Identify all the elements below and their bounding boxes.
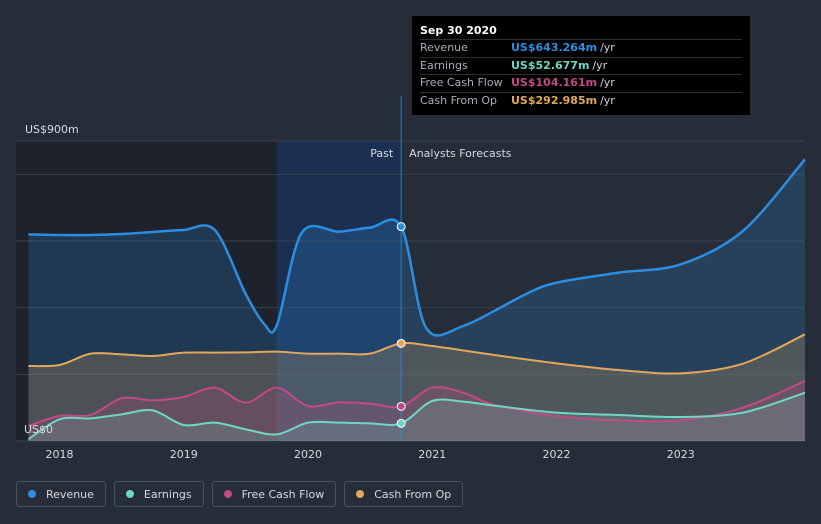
past-label: Past [370, 147, 394, 160]
x-tick-label: 2021 [418, 448, 446, 461]
y-axis-max-label: US$900m [25, 123, 79, 136]
tooltip-row-revenue: Revenue US$643.264m /yr [420, 39, 742, 57]
area-earnings [28, 392, 806, 441]
x-tick-label: 2023 [667, 448, 695, 461]
highlight-band [276, 141, 402, 441]
tooltip-value: US$292.985m [511, 93, 598, 107]
x-tick-label: 2022 [542, 448, 570, 461]
tooltip-value: US$52.677m [511, 58, 590, 72]
series-line-cfo [28, 333, 806, 375]
legend-item-cash-from-op[interactable]: Cash From Op [344, 481, 464, 507]
legend-label: Earnings [143, 487, 192, 501]
x-tick-label: 2019 [170, 448, 198, 461]
legend-label: Revenue [46, 487, 94, 501]
tooltip-row-free-cash-flow: Free Cash Flow US$104.161m /yr [420, 74, 742, 92]
legend-dot-icon [28, 490, 36, 498]
series-line-fcf [28, 380, 806, 427]
legend-item-revenue[interactable]: Revenue [16, 481, 106, 507]
tooltip-unit: /yr [592, 58, 608, 72]
marker-cfo [396, 338, 406, 348]
legend-label: Free Cash Flow [241, 487, 325, 501]
tooltip-label: Cash From Op [420, 93, 498, 107]
marker-fcf [396, 401, 406, 411]
tooltip-row-earnings: Earnings US$52.677m /yr [420, 56, 742, 75]
legend-label: Cash From Op [374, 487, 452, 501]
tooltip-date: Sep 30 2020 [420, 24, 497, 37]
tooltip-label: Revenue [420, 41, 468, 54]
tooltip-unit: /yr [600, 76, 615, 89]
legend-dot-icon [125, 490, 134, 498]
tooltip-row-cash-from-op: Cash From Op US$292.985m /yr [420, 91, 742, 110]
legend-dot-icon [356, 490, 365, 498]
legend-dot-icon [223, 490, 232, 498]
tooltip-label: Earnings [420, 58, 468, 72]
tooltip-unit: /yr [600, 93, 615, 107]
series-line-earnings [27, 391, 806, 441]
tooltip-value: US$104.161m [511, 76, 598, 89]
financial-line-chart: US$900m US$0 Past Analysts Forecasts 2018 201… [16, 96, 806, 461]
chart-legend: Revenue Earnings Free Cash Flow Cash Fro… [16, 481, 464, 507]
x-tick-label: 2020 [294, 448, 322, 461]
x-tick-label: 2018 [45, 448, 73, 461]
marker-earnings [396, 418, 406, 428]
forecast-label: Analysts Forecasts [409, 147, 512, 160]
series-line-revenue [28, 158, 806, 337]
data-tooltip: Sep 30 2020 Revenue US$643.264m /yr Earn… [412, 16, 750, 115]
tooltip-label: Free Cash Flow [420, 76, 503, 89]
marker-revenue [396, 222, 406, 232]
legend-item-earnings[interactable]: Earnings [113, 481, 204, 507]
legend-item-free-cash-flow[interactable]: Free Cash Flow [211, 481, 337, 507]
tooltip-unit: /yr [600, 41, 615, 54]
tooltip-value: US$643.264m [511, 41, 598, 54]
y-axis-min-label: US$0 [24, 423, 53, 436]
